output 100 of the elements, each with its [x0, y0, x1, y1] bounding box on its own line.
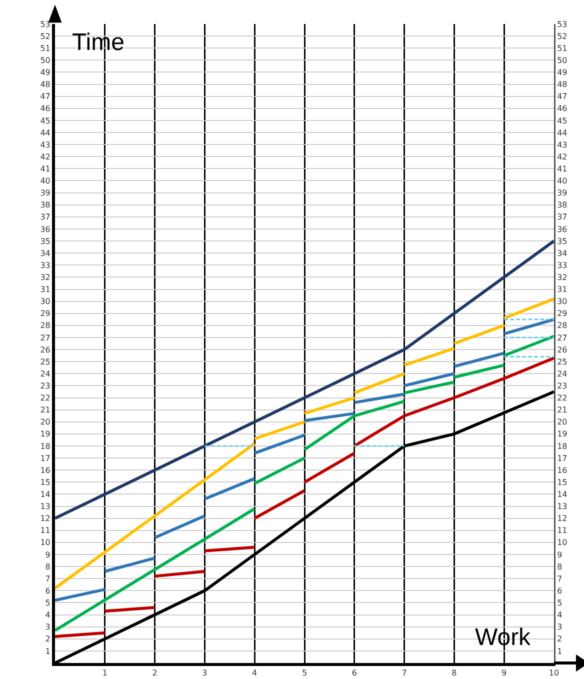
y-tick-label: 38 [40, 200, 50, 210]
y2-tick-label: 26 [557, 345, 568, 354]
y2-tick-label: 42 [557, 152, 568, 162]
y-tick-label: 5 [45, 598, 50, 608]
y-tick-label: 41 [40, 164, 50, 174]
y2-tick-label: 48 [557, 80, 568, 90]
y2-tick-label: 31 [557, 285, 568, 294]
x-tick-label: 4 [252, 668, 258, 678]
line-series [352, 356, 554, 448]
x-tick-label: 7 [402, 668, 407, 678]
y2-tick-label: 32 [557, 272, 568, 282]
y2-tick-label: 43 [557, 140, 568, 150]
x-tick-label: 6 [352, 668, 357, 678]
y2-tick-label: 9 [557, 550, 562, 560]
x-tick-label: 8 [452, 668, 457, 678]
y2-tick-label: 22 [557, 394, 568, 403]
y-tick-label: 7 [45, 574, 50, 584]
y-tick-label: 24 [40, 369, 50, 378]
y-tick-label: 34 [40, 248, 50, 258]
y-tick-label: 8 [45, 562, 50, 572]
y-tick-label: 31 [40, 285, 50, 294]
y2-tick-label: 33 [557, 260, 568, 270]
x-tick-label: 1 [102, 668, 108, 678]
y-tick-label: 26 [40, 345, 50, 354]
y2-tick-label: 52 [557, 32, 568, 41]
y2-tick-label: 1 [557, 646, 562, 656]
y-tick-label: 4 [45, 610, 50, 620]
y2-tick-label: 17 [557, 454, 568, 463]
y2-tick-label: 47 [557, 92, 568, 102]
y-tick-label: 46 [40, 104, 50, 114]
y2-tick-label: 6 [557, 586, 562, 596]
y-tick-label: 49 [40, 68, 50, 78]
y2-tick-label: 16 [557, 466, 568, 475]
y-tick-label: 40 [40, 176, 50, 186]
y2-tick-label: 8 [557, 562, 562, 572]
y-tick-label: 44 [40, 128, 50, 138]
y2-tick-label: 7 [557, 574, 562, 584]
y2-tick-label: 50 [557, 56, 568, 65]
y-tick-label: 16 [40, 466, 50, 475]
y2-tick-label: 24 [557, 369, 568, 378]
y2-tick-label: 21 [557, 406, 568, 415]
y2-tick-label: 13 [557, 502, 568, 512]
y2-tick-label: 3 [557, 622, 562, 632]
y-tick-label: 21 [40, 406, 50, 415]
x-tick-label: 10 [548, 668, 560, 678]
y2-tick-label: 39 [557, 188, 568, 198]
x-tick-label: 3 [202, 668, 208, 678]
y2-tick-label: 2 [557, 634, 562, 644]
y2-tick-label: 10 [557, 538, 568, 548]
y2-tick-label: 35 [557, 236, 568, 246]
y2-tick-label: 18 [557, 442, 568, 451]
y-tick-label: 42 [40, 152, 50, 162]
y-tick-label: 45 [40, 116, 50, 126]
y-tick-label: 9 [45, 550, 50, 560]
x-tick-label: 9 [502, 668, 507, 678]
y2-tick-label: 23 [557, 382, 568, 390]
y-tick-label: 43 [40, 140, 50, 150]
y-tick-label: 53 [40, 20, 50, 29]
y2-tick-label: 45 [557, 116, 568, 126]
y-tick-label: 51 [40, 44, 50, 53]
y2-tick-label: 4 [557, 610, 562, 620]
y-tick-label: 23 [40, 382, 50, 390]
y-tick-label: 33 [40, 260, 50, 270]
y-tick-label: 27 [40, 333, 50, 342]
y2-tick-label: 38 [557, 200, 568, 210]
y2-tick-label: 15 [557, 478, 568, 487]
y-tick-label: 30 [40, 297, 50, 306]
y2-tick-label: 46 [557, 104, 568, 114]
y-tick-label: 13 [40, 502, 50, 512]
y-tick-label: 48 [40, 80, 50, 90]
y-tick-label: 20 [40, 418, 50, 427]
y-tick-label: 37 [40, 212, 50, 222]
y-tick-label: 15 [40, 478, 50, 487]
y-tick-label: 19 [40, 430, 50, 439]
y2-tick-label: 27 [557, 333, 568, 342]
y-tick-label: 1 [45, 646, 50, 656]
y2-tick-label: 51 [557, 44, 568, 53]
y-tick-label: 52 [40, 32, 50, 41]
y-tick-label: 17 [40, 454, 50, 463]
y2-tick-label: 34 [557, 248, 568, 258]
y2-tick-label: 28 [557, 321, 568, 330]
y-tick-label: 35 [40, 236, 50, 246]
y2-tick-label: 40 [557, 176, 568, 186]
y2-tick-label: 25 [557, 357, 568, 366]
y-tick-label: 39 [40, 188, 50, 198]
y-tick-label: 3 [45, 622, 50, 632]
y2-tick-label: 19 [557, 430, 568, 439]
y-tick-label: 47 [40, 92, 50, 102]
y2-tick-label: 49 [557, 68, 568, 78]
y-tick-label: 18 [40, 442, 50, 451]
y2-tick-label: 36 [557, 224, 568, 234]
y-tick-label: 12 [40, 514, 50, 524]
y-tick-label: 6 [45, 586, 50, 596]
y2-tick-label: 37 [557, 212, 568, 222]
y-tick-label: 22 [40, 394, 50, 403]
y2-tick-label: 41 [557, 164, 568, 174]
y-tick-label: 2 [45, 634, 50, 644]
y2-tick-label: 53 [557, 20, 568, 29]
y-tick-label: 50 [40, 56, 50, 65]
y-tick-label: 14 [40, 490, 50, 500]
